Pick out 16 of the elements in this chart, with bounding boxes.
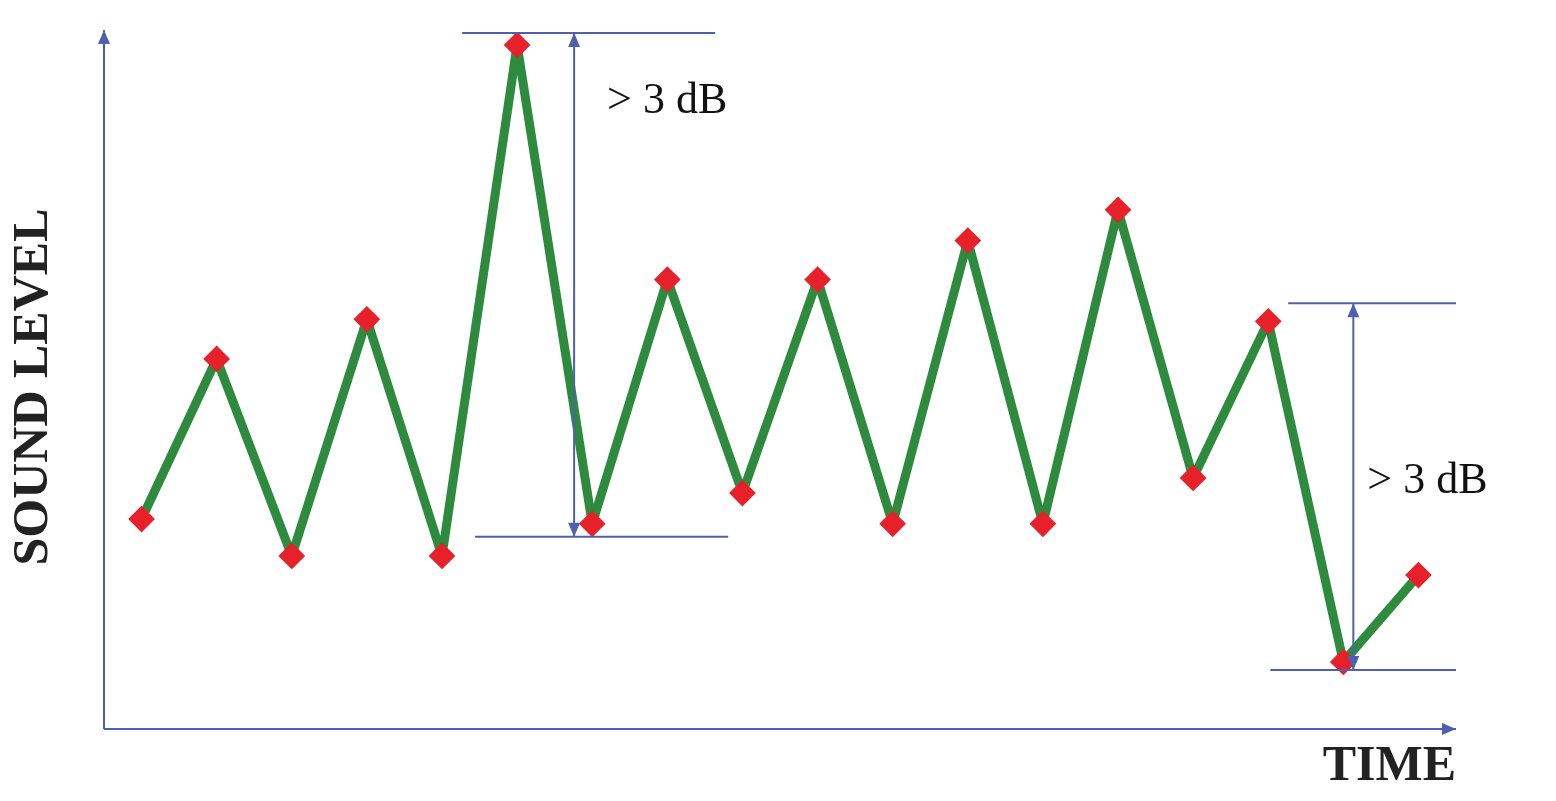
annotation: > 3 dB	[1367, 452, 1488, 504]
point	[1029, 510, 1057, 538]
point	[278, 542, 305, 570]
y-axis-title: SOUND LEVEL	[1, 208, 58, 566]
point	[203, 345, 230, 373]
annotation: > 3 dB	[607, 73, 728, 124]
point	[879, 510, 906, 538]
x-axis-title: TIME	[1322, 734, 1456, 791]
point	[503, 31, 531, 59]
point	[729, 479, 756, 507]
point	[1405, 561, 1432, 589]
point	[1179, 464, 1207, 492]
point	[428, 542, 456, 570]
point	[1104, 196, 1132, 224]
point	[353, 306, 381, 333]
point	[128, 505, 155, 533]
